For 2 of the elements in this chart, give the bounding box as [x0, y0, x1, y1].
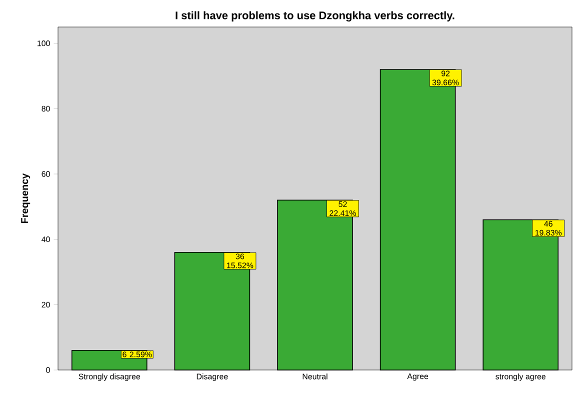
y-axis-title: Frequency	[21, 173, 30, 224]
chart-title: I still have problems to use Dzongkha verbs correctly.	[176, 11, 454, 22]
